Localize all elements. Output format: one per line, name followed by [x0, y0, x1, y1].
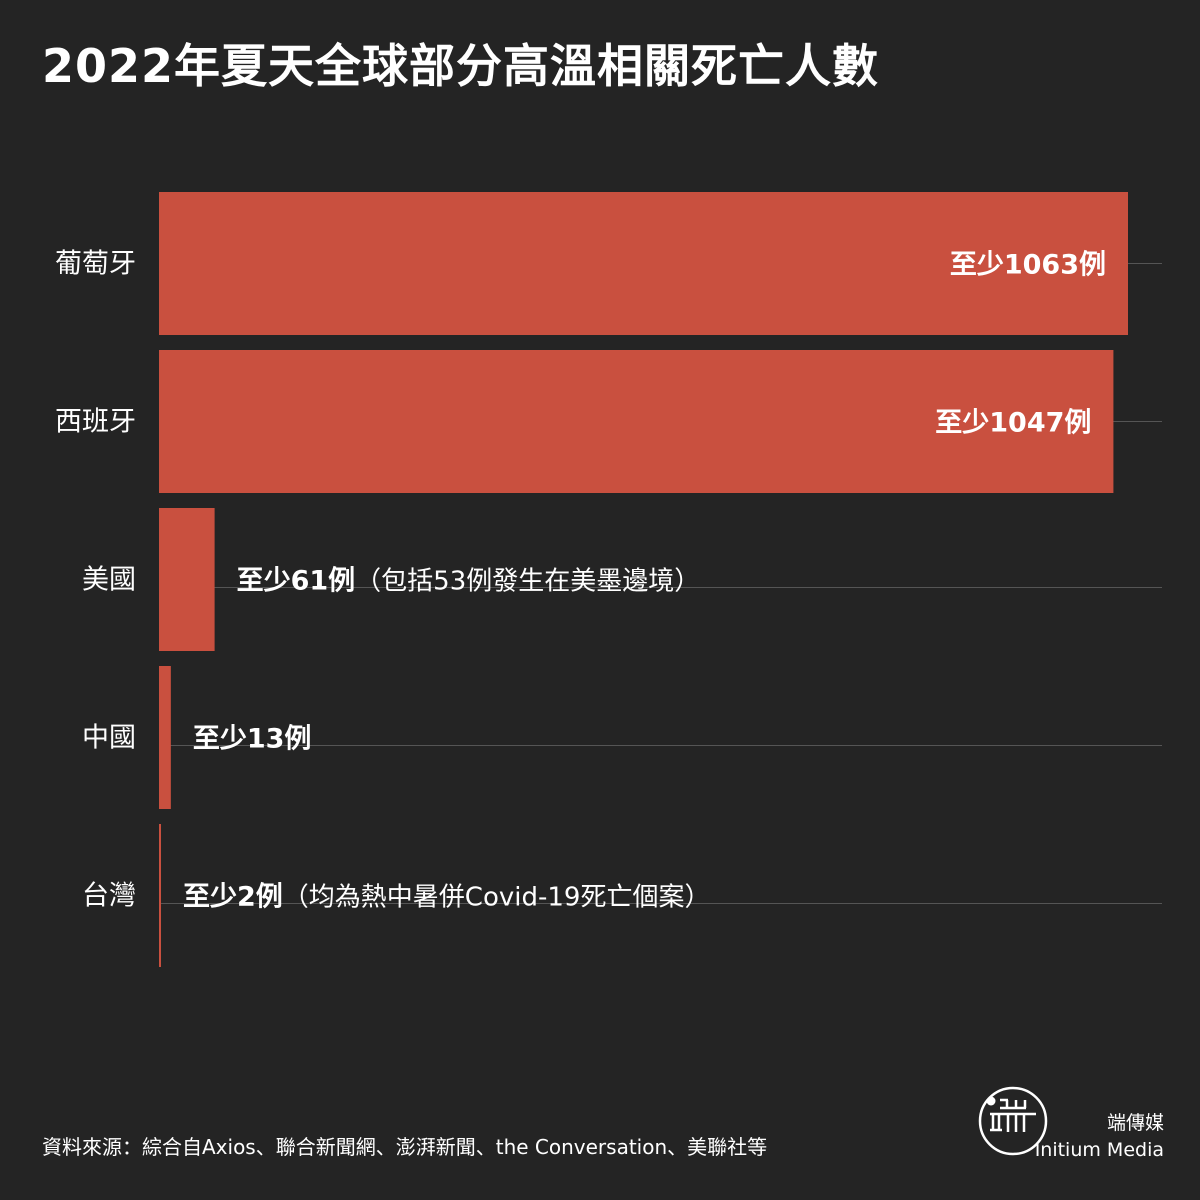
category-label: 中國	[82, 723, 136, 754]
bar	[159, 192, 1128, 335]
category-label: 美國	[82, 565, 136, 596]
bar	[159, 824, 161, 967]
category-label: 葡萄牙	[55, 249, 136, 280]
data-label: 至少1063例	[950, 250, 1106, 281]
bar	[159, 508, 215, 651]
brand-english: Initium Media	[1034, 1139, 1164, 1161]
brand-block: 端傳媒 Initium Media	[1035, 1110, 1164, 1164]
data-label: 至少2例（均為熱中暑併Covid-19死亡個案）	[183, 882, 710, 913]
initium-logo-icon	[978, 1086, 1048, 1156]
chart-title: 2022年夏天全球部分高溫相關死亡人數	[42, 39, 880, 93]
data-label: 至少1047例	[935, 408, 1091, 439]
category-label: 西班牙	[55, 407, 136, 438]
bar	[159, 350, 1114, 493]
category-label: 台灣	[82, 881, 136, 912]
data-label: 至少13例	[193, 724, 312, 755]
brand-name: 端傳媒	[1106, 1112, 1164, 1134]
bar	[159, 666, 171, 809]
source-note: 資料來源：綜合自Axios、聯合新聞網、澎湃新聞、the Conversatio…	[42, 1135, 768, 1159]
data-label: 至少61例（包括53例發生在美墨邊境）	[237, 566, 701, 597]
